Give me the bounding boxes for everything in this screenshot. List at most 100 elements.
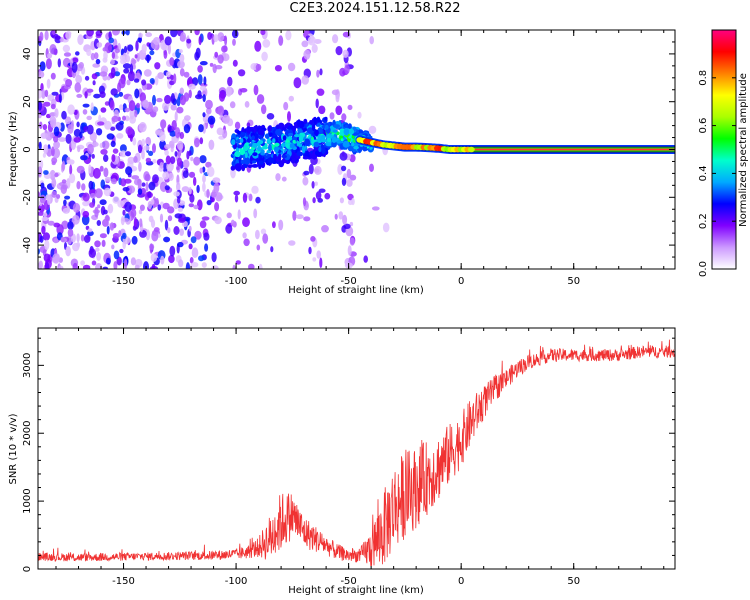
noise-speck bbox=[133, 217, 138, 228]
noise-speck bbox=[242, 232, 247, 239]
noise-speck bbox=[82, 264, 91, 269]
carrier-speck bbox=[234, 151, 241, 158]
noise-speck bbox=[163, 236, 171, 243]
noise-speck bbox=[198, 124, 204, 133]
carrier-speck bbox=[244, 151, 248, 159]
noise-speck bbox=[169, 80, 175, 86]
noise-speck bbox=[256, 244, 261, 251]
noise-speck bbox=[119, 150, 127, 158]
noise-speck bbox=[253, 208, 258, 219]
noise-speck bbox=[230, 219, 235, 227]
carrier-speck bbox=[273, 153, 277, 161]
noise-speck bbox=[170, 30, 178, 38]
noise-speck bbox=[113, 250, 120, 260]
noise-speck bbox=[206, 188, 210, 199]
carrier-speck bbox=[332, 129, 338, 133]
noise-speck bbox=[213, 182, 220, 194]
noise-speck bbox=[150, 253, 158, 262]
noise-speck bbox=[156, 97, 163, 103]
noise-speck bbox=[331, 89, 339, 96]
x-tick-label: -50 bbox=[340, 576, 356, 587]
noise-speck bbox=[363, 255, 369, 263]
noise-speck bbox=[261, 51, 268, 62]
noise-speck bbox=[123, 45, 128, 54]
carrier-speck bbox=[258, 160, 264, 165]
noise-speck bbox=[50, 72, 56, 80]
noise-speck bbox=[178, 259, 184, 268]
noise-speck bbox=[72, 57, 79, 64]
noise-speck bbox=[173, 73, 177, 84]
noise-speck bbox=[369, 163, 374, 172]
noise-speck bbox=[169, 130, 177, 137]
noise-speck bbox=[106, 133, 115, 140]
noise-speck bbox=[232, 264, 236, 269]
noise-speck bbox=[167, 206, 175, 214]
noise-speck bbox=[214, 51, 219, 58]
noise-speck bbox=[174, 127, 181, 139]
noise-speck bbox=[261, 104, 267, 115]
carrier-speck bbox=[267, 125, 272, 132]
noise-speck bbox=[103, 209, 108, 215]
snr-series-line bbox=[38, 339, 675, 567]
noise-speck bbox=[302, 176, 309, 186]
noise-speck bbox=[79, 131, 83, 139]
noise-speck bbox=[118, 91, 124, 97]
carrier-speck bbox=[297, 128, 303, 133]
noise-speck bbox=[84, 75, 90, 81]
noise-speck bbox=[168, 172, 174, 181]
noise-speck bbox=[113, 261, 118, 269]
noise-speck bbox=[151, 230, 159, 242]
noise-speck bbox=[213, 34, 219, 43]
carrier-speck bbox=[268, 144, 272, 152]
noise-speck bbox=[303, 216, 311, 222]
noise-speck bbox=[176, 181, 181, 192]
noise-speck bbox=[42, 152, 47, 158]
noise-speck bbox=[51, 30, 56, 36]
noise-speck bbox=[214, 202, 220, 212]
noise-speck bbox=[308, 163, 314, 175]
noise-speck bbox=[287, 62, 296, 72]
noise-speck bbox=[335, 46, 343, 56]
noise-speck bbox=[81, 122, 87, 127]
carrier-speck bbox=[343, 127, 350, 136]
carrier-speck bbox=[351, 142, 355, 147]
noise-speck bbox=[99, 71, 108, 77]
noise-speck bbox=[110, 59, 115, 65]
noise-speck bbox=[164, 94, 172, 104]
noise-speck bbox=[100, 149, 108, 155]
noise-speck bbox=[169, 57, 175, 66]
snr-x-ticks: -150 -100 -50 0 50 bbox=[55, 328, 665, 587]
noise-speck bbox=[87, 228, 93, 233]
noise-speck bbox=[76, 181, 81, 190]
noise-speck bbox=[86, 30, 94, 37]
noise-speck bbox=[67, 221, 74, 230]
noise-speck bbox=[111, 178, 117, 185]
noise-speck bbox=[212, 63, 217, 74]
noise-speck bbox=[81, 214, 90, 226]
carrier-speck bbox=[353, 145, 359, 150]
noise-speck bbox=[138, 209, 143, 215]
noise-speck bbox=[199, 155, 207, 164]
noise-speck bbox=[308, 246, 312, 255]
noise-speck bbox=[311, 181, 315, 189]
noise-speck bbox=[93, 93, 101, 99]
x-tick-label: -150 bbox=[112, 576, 135, 587]
noise-speck bbox=[202, 90, 207, 96]
noise-speck bbox=[211, 265, 219, 269]
noise-speck bbox=[65, 31, 72, 40]
noise-speck bbox=[157, 204, 162, 211]
noise-speck bbox=[202, 112, 206, 118]
noise-speck bbox=[182, 170, 189, 179]
noise-speck bbox=[131, 175, 140, 180]
noise-speck bbox=[303, 170, 310, 176]
noise-speck bbox=[311, 44, 318, 53]
noise-speck bbox=[72, 215, 80, 225]
noise-speck bbox=[99, 199, 107, 206]
carrier-speck bbox=[297, 119, 301, 127]
noise-speck bbox=[342, 49, 349, 58]
noise-speck bbox=[346, 168, 352, 179]
noise-speck bbox=[141, 182, 146, 187]
carrier-speck bbox=[266, 138, 272, 145]
noise-speck bbox=[153, 37, 161, 45]
carrier-speck bbox=[281, 154, 287, 159]
